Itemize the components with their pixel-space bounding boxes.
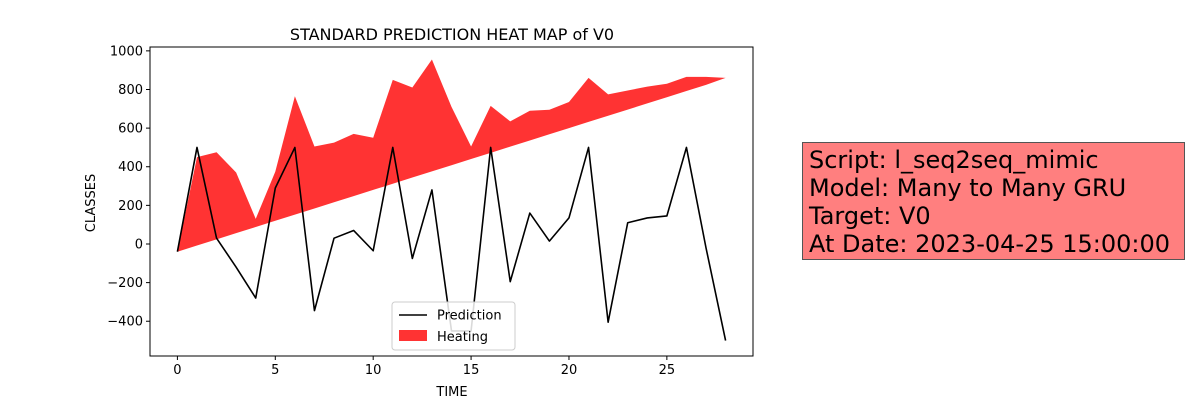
info-script-line: Script: l_seq2seq_mimic bbox=[809, 146, 1099, 174]
x-tick-label: 10 bbox=[365, 363, 382, 378]
plot-frame bbox=[149, 46, 754, 357]
x-tick-label: 20 bbox=[561, 363, 578, 378]
y-axis-label: CLASSES bbox=[84, 174, 99, 232]
y-tick-label: 200 bbox=[118, 199, 143, 214]
axes: 0 5 10 15 20 25 −400 −200 0 200 400 600 800 1000 bbox=[107, 44, 754, 378]
legend: Prediction Heating bbox=[391, 301, 516, 351]
y-tick-label: 800 bbox=[118, 83, 143, 98]
heating-area bbox=[177, 59, 726, 252]
chart-title: STANDARD PREDICTION HEAT MAP of V0 bbox=[290, 25, 614, 44]
legend-prediction-label: Prediction bbox=[437, 309, 502, 324]
y-tick-label: −200 bbox=[107, 276, 143, 291]
x-tick-label: 5 bbox=[271, 363, 279, 378]
info-box: Script: l_seq2seq_mimic Model: Many to M… bbox=[802, 142, 1185, 260]
legend-heating-swatch bbox=[399, 330, 427, 341]
y-tick-label: 400 bbox=[118, 160, 143, 175]
y-tick-label: 600 bbox=[118, 122, 143, 137]
y-tick-label: 1000 bbox=[110, 44, 143, 59]
x-tick-label: 15 bbox=[463, 363, 480, 378]
x-tick-label: 25 bbox=[659, 363, 676, 378]
x-tick-label: 0 bbox=[173, 363, 181, 378]
y-tick-label: −400 bbox=[107, 315, 143, 330]
plot-area bbox=[176, 59, 727, 341]
info-target-line: Target: V0 bbox=[809, 202, 931, 230]
info-date-line: At Date: 2023-04-25 15:00:00 bbox=[809, 230, 1171, 258]
x-axis-label: TIME bbox=[435, 385, 467, 400]
y-tick-label: 0 bbox=[135, 237, 143, 252]
info-model-line: Model: Many to Many GRU bbox=[809, 174, 1127, 202]
legend-heating-label: Heating bbox=[437, 330, 488, 345]
